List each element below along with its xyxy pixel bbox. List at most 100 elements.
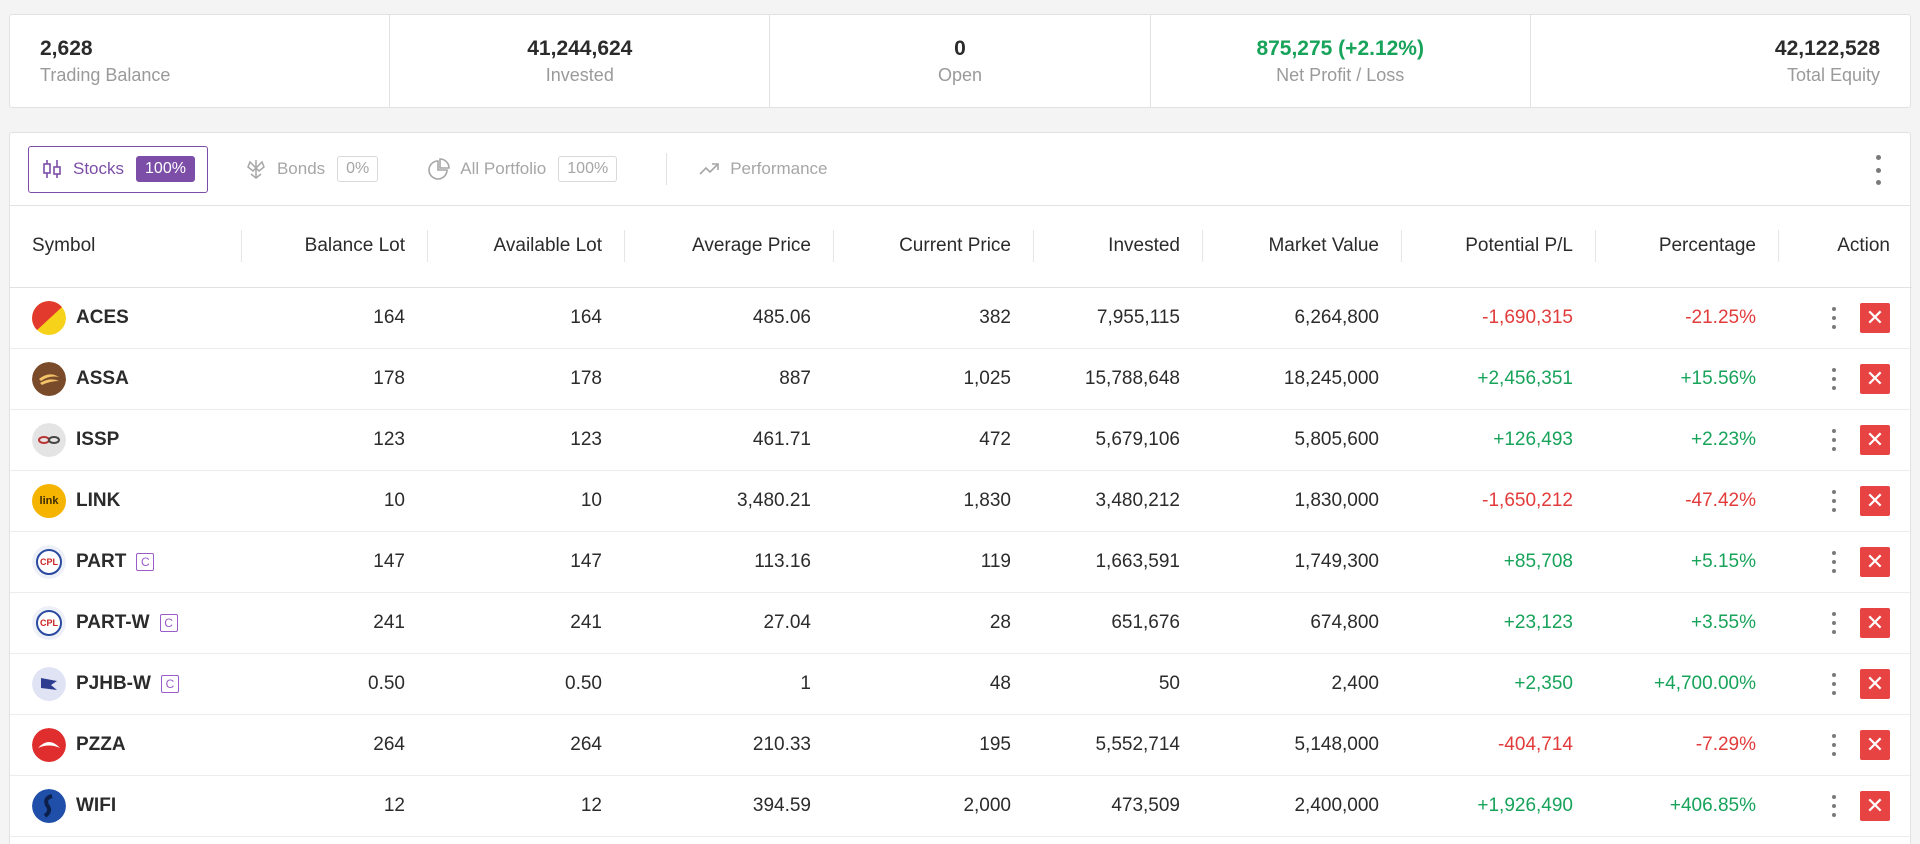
col-current-price[interactable]: Current Price [833, 206, 1033, 288]
cell-symbol[interactable]: ISSP [10, 409, 241, 471]
cell-action: ✕ [1778, 653, 1912, 715]
col-symbol[interactable]: Symbol [10, 206, 241, 288]
cell-market-value: 6,264,800 [1202, 287, 1401, 349]
table-row[interactable]: PZZA 264 264 210.33 195 5,552,714 5,148,… [10, 714, 1912, 776]
row-more-icon[interactable] [1830, 306, 1838, 329]
cell-balance-lot: 123 [241, 409, 427, 471]
table-row[interactable]: CPL PART C 147 147 113.16 119 1,663,591 1,… [10, 531, 1912, 593]
ticker-symbol[interactable]: PJHB-W [76, 672, 151, 694]
cell-percentage: -47.42% [1595, 470, 1778, 532]
tab-stocks[interactable]: Stocks 100% [28, 145, 208, 193]
col-invested[interactable]: Invested [1033, 206, 1202, 288]
close-position-button[interactable]: ✕ [1860, 546, 1890, 577]
logo-issp-icon [32, 422, 66, 457]
row-more-icon[interactable] [1830, 367, 1838, 390]
close-position-button[interactable]: ✕ [1860, 729, 1890, 760]
close-icon: ✕ [1865, 731, 1885, 757]
col-potential-pl[interactable]: Potential P/L [1401, 206, 1595, 288]
cell-average-price: 461.71 [624, 409, 833, 471]
table-row[interactable]: ACES 164 164 485.06 382 7,955,115 6,264,… [10, 287, 1912, 349]
cell-market-value: 674,800 [1202, 592, 1401, 654]
col-available-lot[interactable]: Available Lot [427, 206, 624, 288]
open-value: 0 [954, 37, 966, 60]
close-icon: ✕ [1865, 365, 1885, 391]
cell-action: ✕ [1778, 714, 1912, 776]
close-position-button[interactable]: ✕ [1860, 424, 1890, 455]
close-position-button[interactable]: ✕ [1860, 363, 1890, 394]
close-position-button[interactable]: ✕ [1860, 668, 1890, 699]
close-icon: ✕ [1865, 487, 1885, 513]
close-icon: ✕ [1865, 792, 1885, 818]
row-more-icon[interactable] [1830, 550, 1838, 573]
logo-pzza-icon [32, 727, 66, 762]
cell-symbol[interactable]: PJHB-W C [10, 653, 241, 715]
close-position-button[interactable]: ✕ [1860, 790, 1890, 821]
row-more-icon[interactable] [1830, 428, 1838, 451]
table-row[interactable]: PJHB-W C 0.50 0.50 1 48 50 2,400 +2,350 +… [10, 653, 1912, 715]
close-position-button[interactable]: ✕ [1860, 302, 1890, 333]
table-row[interactable]: WIFI 12 12 394.59 2,000 473,509 2,400,00… [10, 775, 1912, 837]
col-average-price[interactable]: Average Price [624, 206, 833, 288]
col-action-label: Action [1837, 235, 1890, 257]
cell-potential-pl: +1,926,490 [1401, 775, 1595, 837]
cell-market-value: 1,749,300 [1202, 531, 1401, 593]
total-equity-card: 42,122,528 Total Equity [1531, 15, 1910, 107]
tab-bonds-label: Bonds [276, 159, 326, 178]
invested-card: 41,244,624 Invested [390, 15, 771, 107]
row-more-icon[interactable] [1830, 794, 1838, 817]
cell-potential-pl: -1,650,212 [1401, 470, 1595, 532]
cell-percentage: -21.25% [1595, 287, 1778, 349]
cell-available-lot: 164 [427, 287, 624, 349]
cell-symbol[interactable]: CPL PART-W C [10, 592, 241, 654]
tab-bonds[interactable]: Bonds 0% [232, 146, 391, 193]
ticker-symbol[interactable]: WIFI [76, 794, 117, 816]
col-potential-pl-label: Potential P/L [1465, 235, 1573, 257]
cell-available-lot: 12 [427, 775, 624, 837]
ticker-symbol[interactable]: PZZA [76, 733, 126, 755]
tab-bonds-pct: 0% [337, 156, 379, 182]
ticker-symbol[interactable]: ACES [76, 306, 129, 328]
table-row[interactable]: CPL PART-W C 241 241 27.04 28 651,676 674,… [10, 592, 1912, 654]
row-more-icon[interactable] [1830, 672, 1838, 695]
cell-available-lot: 0.50 [427, 653, 624, 715]
special-notation-badge: C [159, 613, 178, 632]
col-market-value[interactable]: Market Value [1202, 206, 1401, 288]
cell-potential-pl: -1,690,315 [1401, 287, 1595, 349]
table-row[interactable]: link LINK 10 10 3,480.21 1,830 3,480,212 … [10, 470, 1912, 532]
ticker-symbol[interactable]: ASSA [76, 367, 129, 389]
cell-symbol[interactable]: PZZA [10, 714, 241, 776]
tab-performance[interactable]: Performance [685, 146, 840, 193]
candlestick-icon [43, 160, 61, 178]
cell-symbol[interactable]: ACES [10, 287, 241, 349]
cell-market-value: 18,245,000 [1202, 348, 1401, 410]
close-position-button[interactable]: ✕ [1860, 607, 1890, 638]
row-more-icon[interactable] [1830, 611, 1838, 634]
ticker-symbol[interactable]: PART-W [76, 611, 150, 633]
ticker-symbol[interactable]: ISSP [76, 428, 120, 450]
cell-symbol[interactable]: ASSA [10, 348, 241, 410]
cell-invested: 50 [1033, 653, 1202, 715]
close-icon: ✕ [1865, 609, 1885, 635]
cell-symbol[interactable]: link LINK [10, 470, 241, 532]
cell-current-price: 48 [833, 653, 1033, 715]
close-position-button[interactable]: ✕ [1860, 485, 1890, 516]
cell-average-price: 113.16 [624, 531, 833, 593]
cell-invested: 5,679,106 [1033, 409, 1202, 471]
row-more-icon[interactable] [1830, 489, 1838, 512]
ticker-symbol[interactable]: PART [76, 550, 127, 572]
tab-all-portfolio[interactable]: All Portfolio 100% [415, 146, 630, 193]
logo-part-icon: CPL [32, 544, 66, 579]
cell-average-price: 887 [624, 348, 833, 410]
row-more-icon[interactable] [1830, 733, 1838, 756]
ticker-symbol[interactable]: LINK [76, 489, 121, 511]
col-balance-lot[interactable]: Balance Lot [241, 206, 427, 288]
tab-stocks-pct: 100% [136, 156, 195, 182]
table-row[interactable]: ISSP 123 123 461.71 472 5,679,106 5,805,… [10, 409, 1912, 471]
cell-symbol[interactable]: WIFI [10, 775, 241, 837]
cell-average-price: 485.06 [624, 287, 833, 349]
table-row[interactable]: ASSA 178 178 887 1,025 15,788,648 18,245… [10, 348, 1912, 410]
cell-symbol[interactable]: CPL PART C [10, 531, 241, 593]
more-options-icon[interactable] [1874, 155, 1882, 185]
col-percentage[interactable]: Percentage [1595, 206, 1778, 288]
cell-invested: 5,552,714 [1033, 714, 1202, 776]
